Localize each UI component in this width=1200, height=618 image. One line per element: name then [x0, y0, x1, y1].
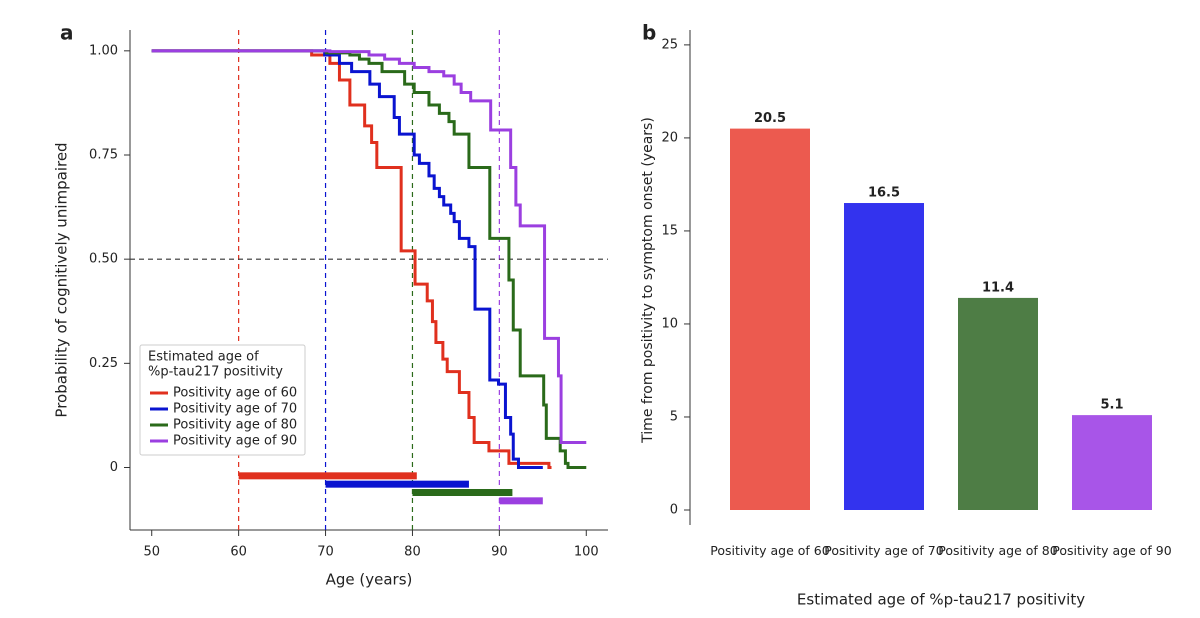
bar	[844, 203, 924, 510]
bar	[1072, 415, 1152, 510]
legend-label: Positivity age of 90	[173, 434, 297, 449]
x-tick-label: Positivity age of 80	[938, 543, 1058, 558]
y-axis-label: Probability of cognitively unimpaired	[53, 142, 71, 417]
y-tick-label: 20	[661, 130, 678, 145]
legend-label: Positivity age of 70	[173, 402, 297, 417]
y-tick-label: 0.25	[89, 356, 118, 371]
bar	[958, 297, 1038, 510]
y-tick-label: 0	[110, 460, 118, 475]
y-tick-label: 0.75	[89, 148, 118, 163]
x-tick-label: Positivity age of 90	[1052, 543, 1172, 558]
interval-bar	[238, 472, 417, 480]
y-axis-label: Time from positivity to symptom onset (y…	[640, 117, 656, 444]
legend-label: Positivity age of 60	[173, 386, 297, 401]
value-label: 20.5	[754, 111, 786, 126]
interval-bar	[325, 480, 469, 488]
y-tick-label: 5	[670, 409, 678, 424]
y-tick-label: 0.50	[89, 252, 118, 267]
x-axis-label: Estimated age of %p-tau217 positivity	[797, 591, 1085, 609]
interval-bar	[412, 489, 513, 496]
x-tick-label: 90	[491, 545, 508, 560]
step-line	[151, 49, 543, 469]
x-tick-label: 100	[574, 545, 599, 560]
x-tick-label: 70	[317, 545, 334, 560]
x-tick-label-box: Positivity age of 60	[710, 543, 830, 558]
x-tick-label: Positivity age of 60	[710, 543, 830, 558]
bar	[730, 128, 810, 510]
value-label: 5.1	[1100, 398, 1123, 413]
x-tick-label-box: Positivity age of 90	[1052, 543, 1172, 558]
x-tick-label-box: Positivity age of 70	[824, 543, 944, 558]
legend-title: Estimated age of	[148, 350, 259, 365]
x-tick-label: 80	[404, 545, 421, 560]
legend-box	[139, 344, 306, 456]
step-line	[151, 49, 587, 469]
panel-letter: b	[642, 21, 656, 45]
step-line	[151, 49, 587, 444]
y-tick-label: 15	[661, 223, 678, 238]
x-tick-label: 60	[230, 545, 247, 560]
legend-title: %p-tau217 positivity	[148, 365, 283, 380]
panel-letter: a	[60, 21, 74, 45]
y-tick-label: 1.00	[89, 43, 118, 58]
x-tick-label-box: Positivity age of 80	[938, 543, 1058, 558]
value-label: 11.4	[982, 280, 1014, 295]
y-tick-label: 25	[661, 37, 678, 52]
y-tick-label: 0	[670, 503, 678, 518]
x-axis-label: Age (years)	[326, 571, 413, 589]
interval-bar	[499, 497, 543, 505]
x-tick-label: Positivity age of 70	[824, 543, 944, 558]
value-label: 16.5	[868, 186, 900, 201]
x-tick-label: 50	[143, 545, 160, 560]
legend-label: Positivity age of 80	[173, 418, 297, 433]
step-line	[151, 49, 552, 469]
y-tick-label: 10	[661, 316, 678, 331]
